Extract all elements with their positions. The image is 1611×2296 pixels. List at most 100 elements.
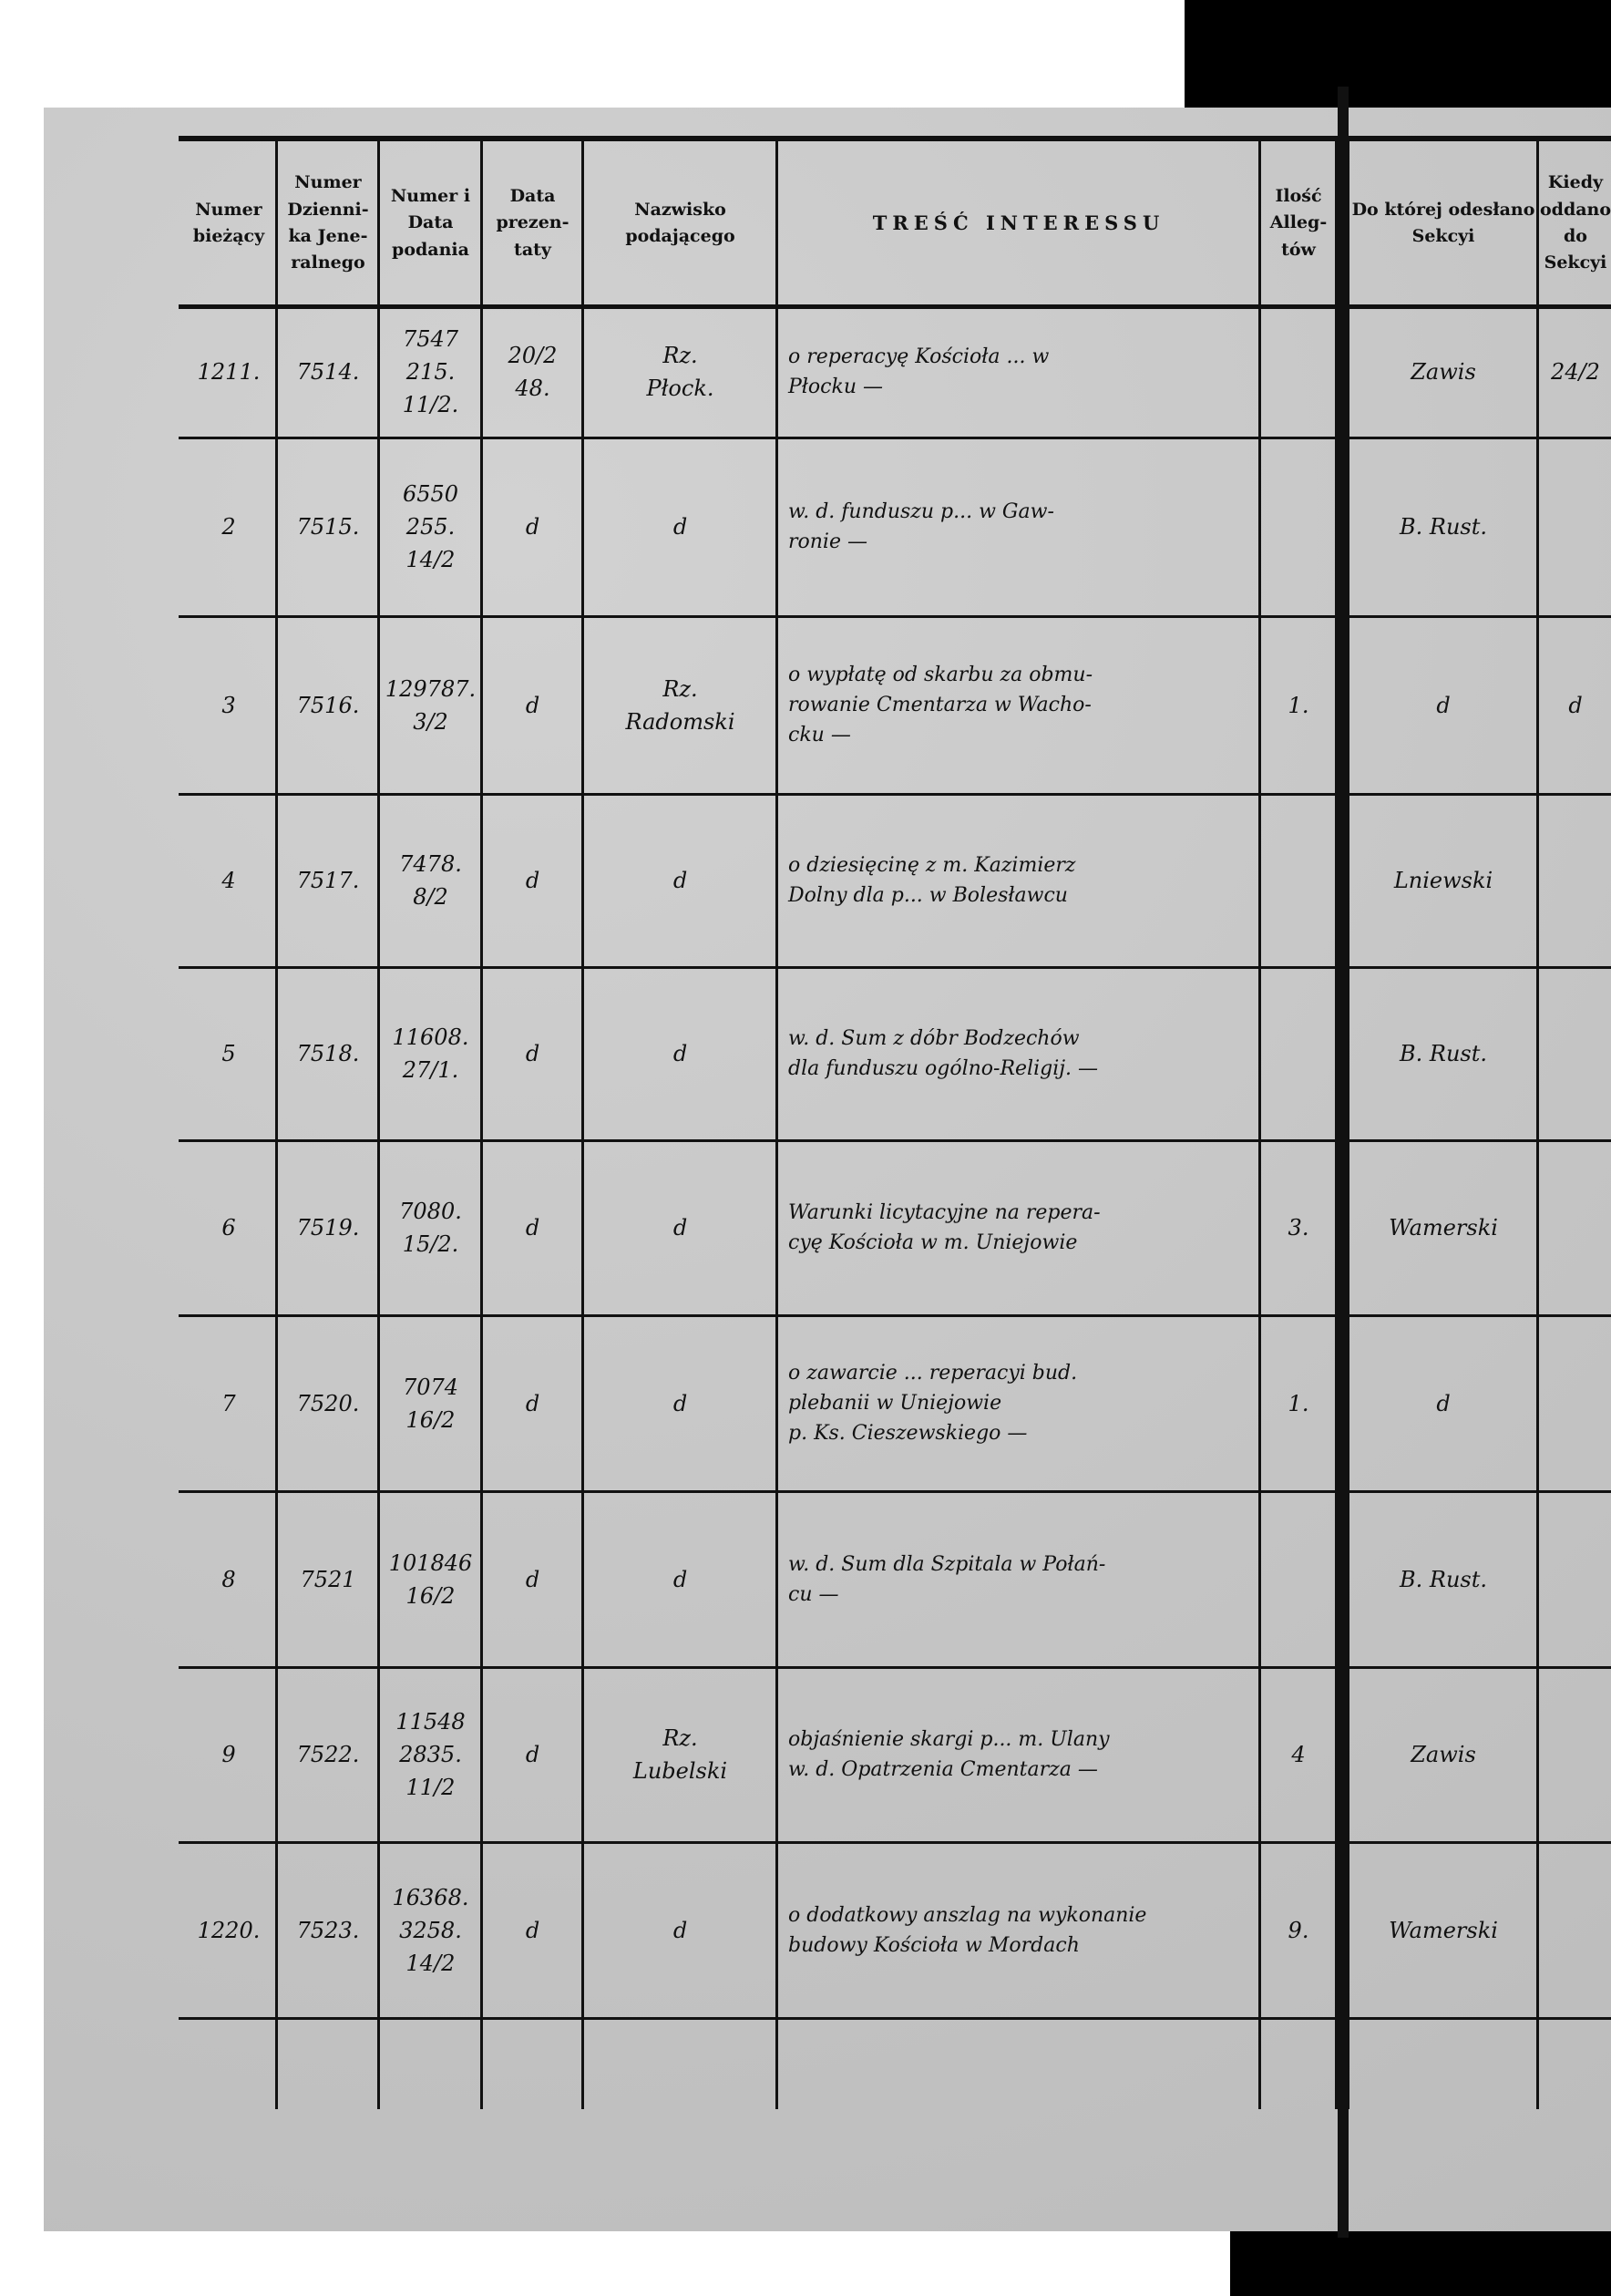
row-rule [179,304,1611,309]
table-cell: d [672,1215,688,1241]
table-cell: 7520. [296,1390,360,1416]
table-cell [1262,972,1335,1136]
table-cell [1540,1847,1611,2013]
table-cell: o zawarcie ... reperacyi bud. plebanii w… [788,1362,1078,1445]
table-cell: d [1436,1390,1451,1416]
table-cell: d [672,1390,688,1416]
column-rule [581,136,584,2109]
column-header: Nazwisko podającego [625,199,735,246]
column-rule [377,136,380,2109]
row-rule [179,966,1611,969]
column-rule [1258,136,1261,2109]
table-cell: 101846 16/2 [388,1550,473,1609]
column-rule [480,136,483,2109]
scan-margin-bottom [0,2231,1230,2296]
table-cell: 7518. [296,1041,360,1066]
table-cell: d [672,1566,688,1592]
table-cell: 4 [1291,1742,1306,1767]
table-cell: 7515. [296,514,360,540]
scan-margin [0,0,1185,108]
column-header: Numer i Data podania [390,185,471,260]
table-cell: 2 [221,514,236,540]
table-cell [1540,1145,1611,1311]
table-cell: objaśnienie skargi p... m. Ulany w. d. O… [788,1728,1110,1781]
table-cell [1540,1320,1611,1487]
table-cell: o reperacyę Kościoła ... w Płocku — [788,345,1050,398]
table-cell [1262,442,1335,612]
table-cell: 7522. [296,1742,360,1767]
column-header: Do której odesłano Sekcyi [1351,199,1535,246]
row-rule [179,1490,1611,1493]
column-header: Kiedy oddano do Sekcyi [1539,172,1611,273]
table-cell: d [525,692,540,718]
table-cell [1540,972,1611,1136]
table-cell: 8 [221,1566,236,1592]
scan-background [1185,0,1611,82]
table-cell: o dodatkowy anszlag na wykonanie budowy … [788,1903,1147,1957]
table-cell: w. d. Sum z dóbr Bodzechów dla funduszu … [788,1027,1099,1080]
table-cell: 9 [221,1742,236,1767]
table-cell [1540,442,1611,612]
table-cell: 7521 [300,1566,356,1592]
column-rule [1335,136,1338,2109]
table-cell: 7517. [296,868,360,893]
table-cell: 4 [221,868,236,893]
table-cell: w. d. funduszu p... w Gaw- ronie — [788,500,1054,553]
table-cell: d [672,1917,688,1943]
table-cell: 20/2 48. [508,342,558,401]
ledger-page [44,108,1611,2231]
column-header: Numer bieżący [192,199,265,246]
column-header: Numer Dzienni- ka Jene- ralnego [287,172,369,273]
row-rule [179,615,1611,618]
row-rule [179,1666,1611,1669]
row-rule [179,2017,1611,2020]
column-header: TREŚĆ INTERESSU [872,211,1165,234]
table-cell: 1. [1288,692,1309,718]
table-cell: 24/2 [1551,358,1600,385]
table-cell: 7523. [296,1917,360,1943]
table-cell [1262,1496,1335,1663]
table-cell: B. Rust. [1399,1566,1487,1592]
table-cell: d [525,514,540,540]
table-cell: B. Rust. [1399,514,1487,540]
column-header: Ilość Alleg- tów [1269,185,1328,260]
row-rule [179,793,1611,796]
table-cell: 7514. [296,358,360,385]
column-rule [775,136,778,2109]
table-cell: Lniewski [1393,868,1493,893]
table-cell: Zawis [1411,1742,1476,1767]
table-cell: d [525,1566,540,1592]
table-cell: d [1568,692,1583,718]
table-cell: d [525,1917,540,1943]
table-cell: o dziesięcinę z m. Kazimierz Dolny dla p… [788,854,1076,907]
table-cell: 16368. 3258. 14/2 [392,1884,469,1976]
table-cell: d [525,1742,540,1767]
table-cell: 9. [1288,1917,1309,1943]
row-rule [179,1139,1611,1142]
table-cell [1540,1496,1611,1663]
table-cell: Wamerski [1389,1917,1498,1943]
table-cell: Zawis [1411,358,1476,385]
scan-margin-left [0,108,44,2231]
table-cell: d [525,1390,540,1416]
book-gutter [1338,87,1349,2238]
column-rule [1536,136,1539,2109]
row-rule [179,1314,1611,1317]
table-cell: 5 [221,1041,236,1066]
table-cell [1262,310,1335,433]
table-cell: 6550 255. 14/2 [402,481,459,572]
table-cell: Warunki licytacyjne na repera- cyę Kości… [788,1201,1101,1254]
table-cell: 7074 16/2 [402,1374,459,1433]
table-cell: 11608. 27/1. [392,1024,469,1083]
table-cell: 129787. 3/2 [385,675,477,735]
row-rule [179,1841,1611,1844]
table-cell: Wamerski [1389,1215,1498,1241]
table-cell: 7547 215. 11/2. [402,325,459,417]
table-cell: B. Rust. [1399,1041,1487,1066]
table-cell: 7 [221,1390,236,1416]
table-cell [1262,798,1335,963]
table-cell: d [525,868,540,893]
table-cell: Rz. Płock. [646,342,714,401]
table-cell: o wypłatę od skarbu za obmu- rowanie Cme… [788,664,1093,746]
table-cell [1540,1672,1611,1838]
